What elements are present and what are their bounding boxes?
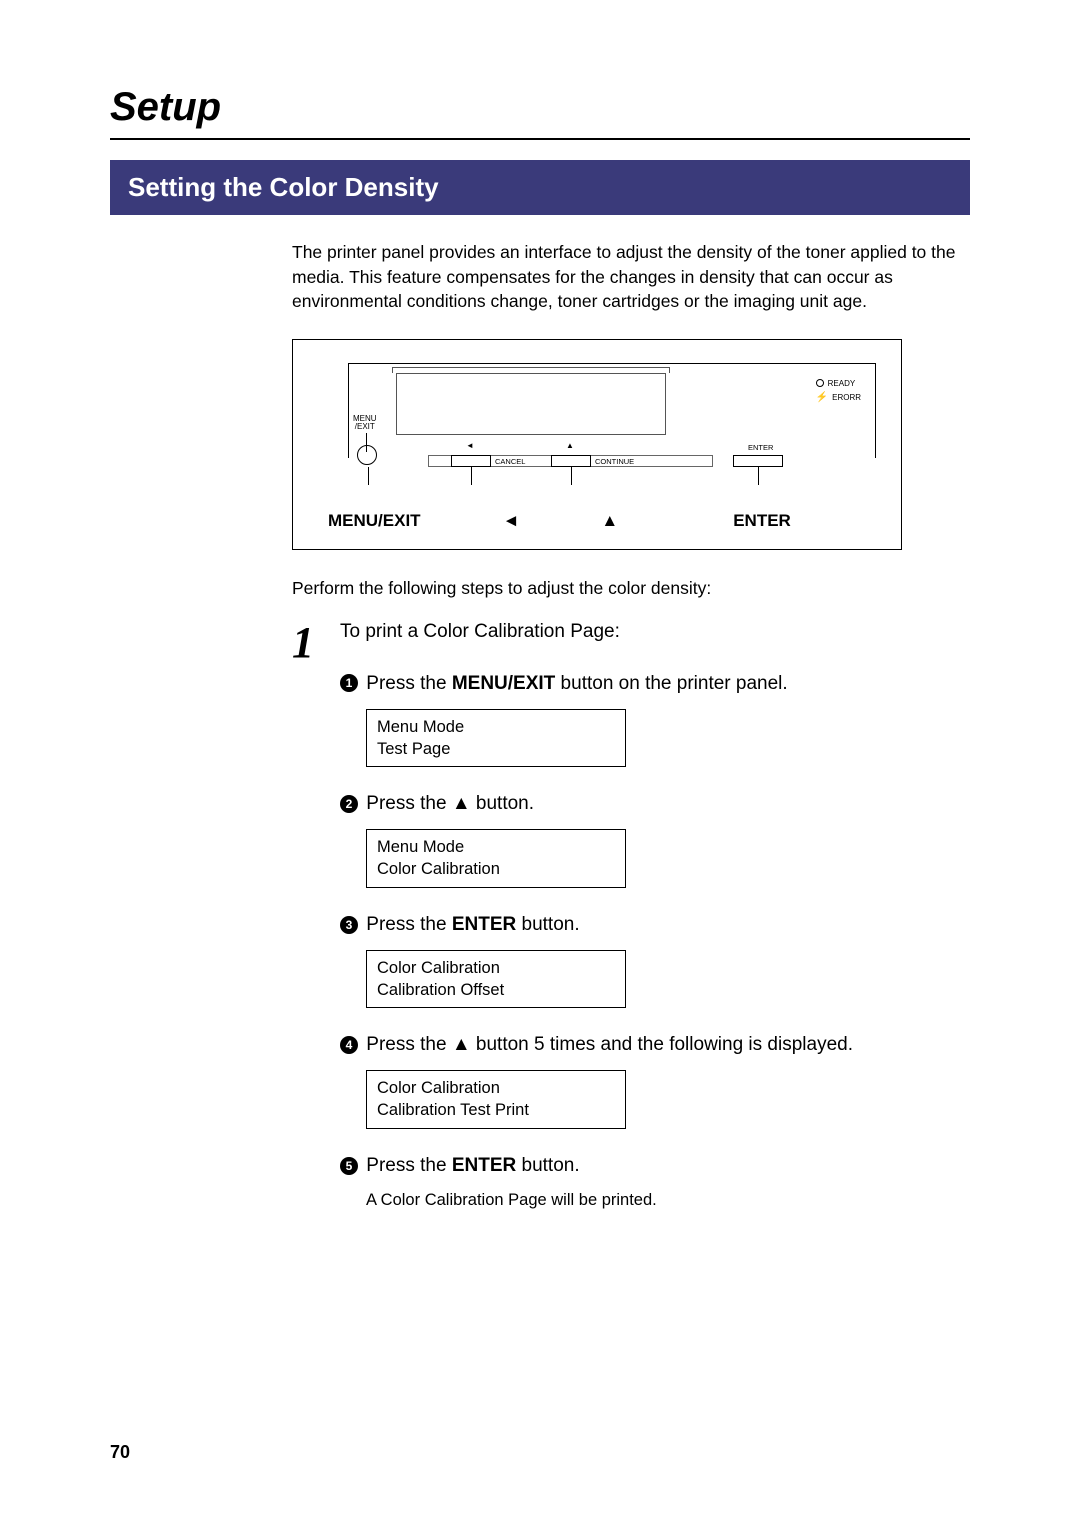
substep-3-after: button. <box>516 914 579 935</box>
substep-4: 4 Press the ▲ button 5 times and the fol… <box>340 1034 970 1129</box>
up-triangle-icon: ▲ <box>452 793 471 815</box>
substep-1-bold: MENU/EXIT <box>452 673 555 694</box>
display-box-4: Color Calibration Calibration Test Print <box>366 1070 626 1129</box>
substep-5-after: button. <box>516 1155 579 1176</box>
ready-led-icon <box>816 379 824 387</box>
label-menu-exit: MENU/EXIT <box>328 511 421 531</box>
display-3-line1: Color Calibration <box>377 957 615 979</box>
diagram-bottom-labels: MENU/EXIT ◄ ▲ ENTER <box>318 505 876 531</box>
step-1: 1 To print a Color Calibration Page: 1 P… <box>292 621 970 1236</box>
substep-4-before: Press the <box>366 1034 452 1055</box>
step-intro: To print a Color Calibration Page: <box>340 621 970 643</box>
substep-5-before: Press the <box>366 1155 452 1176</box>
menu-exit-small-label: MENU/EXIT <box>353 415 377 431</box>
error-label: ERORR <box>832 393 861 402</box>
display-1-line1: Menu Mode <box>377 716 615 738</box>
substep-1-before: Press the <box>366 673 452 694</box>
display-box-3: Color Calibration Calibration Offset <box>366 950 626 1009</box>
page-number: 70 <box>110 1442 130 1463</box>
substep-1-after: button on the printer panel. <box>555 673 787 694</box>
display-box-1: Menu Mode Test Page <box>366 709 626 768</box>
up-triangle-icon-2: ▲ <box>452 1034 471 1056</box>
section-header: Setting the Color Density <box>110 160 970 215</box>
perform-instruction: Perform the following steps to adjust th… <box>292 578 970 599</box>
substep-4-after: button 5 times and the following is disp… <box>471 1034 853 1055</box>
display-1-line2: Test Page <box>377 738 615 760</box>
continue-label: CONTINUE <box>595 457 634 466</box>
display-2-line1: Menu Mode <box>377 836 615 858</box>
printer-panel-diagram: READY ⚡ ERORR MENU/EXIT ◄ CANCEL ▲ CONTIN… <box>292 339 902 550</box>
led-indicators: READY ⚡ ERORR <box>816 379 861 407</box>
circled-4-icon: 4 <box>340 1036 358 1054</box>
substep-5: 5 Press the ENTER button. A Color Calibr… <box>340 1155 970 1210</box>
cancel-label: CANCEL <box>495 457 525 466</box>
label-up-triangle-icon: ▲ <box>601 511 618 531</box>
label-left-triangle-icon: ◄ <box>503 511 520 531</box>
step-number: 1 <box>292 621 322 1236</box>
display-4-line2: Calibration Test Print <box>377 1099 615 1121</box>
circled-3-icon: 3 <box>340 916 358 934</box>
substep-2-after: button. <box>471 793 534 814</box>
display-box-2: Menu Mode Color Calibration <box>366 829 626 888</box>
enter-button <box>733 455 783 467</box>
circled-2-icon: 2 <box>340 795 358 813</box>
display-4-line1: Color Calibration <box>377 1077 615 1099</box>
circled-1-icon: 1 <box>340 674 358 692</box>
substep-3: 3 Press the ENTER button. Color Calibrat… <box>340 914 970 1009</box>
substep-3-bold: ENTER <box>452 914 516 935</box>
continue-button <box>551 455 591 467</box>
error-led-icon: ⚡ <box>816 392 828 403</box>
substep-2: 2 Press the ▲ button. Menu Mode Color Ca… <box>340 793 970 888</box>
enter-small-label: ENTER <box>748 443 773 452</box>
left-arrow-icon: ◄ <box>466 441 474 450</box>
up-arrow-icon: ▲ <box>566 441 574 450</box>
panel-illustration: READY ⚡ ERORR MENU/EXIT ◄ CANCEL ▲ CONTIN… <box>318 355 876 495</box>
substep-3-before: Press the <box>366 914 452 935</box>
power-button-icon <box>357 445 377 465</box>
circled-5-icon: 5 <box>340 1157 358 1175</box>
substep-2-before: Press the <box>366 793 452 814</box>
display-2-line2: Color Calibration <box>377 858 615 880</box>
intro-paragraph: The printer panel provides an interface … <box>292 240 970 314</box>
substep-5-footer: A Color Calibration Page will be printed… <box>366 1191 970 1210</box>
substep-5-bold: ENTER <box>452 1155 516 1176</box>
cancel-button <box>451 455 491 467</box>
substep-1: 1 Press the MENU/EXIT button on the prin… <box>340 673 970 768</box>
page-title: Setup <box>110 85 970 140</box>
ready-label: READY <box>828 379 856 388</box>
display-3-line2: Calibration Offset <box>377 979 615 1001</box>
label-enter: ENTER <box>733 511 791 531</box>
